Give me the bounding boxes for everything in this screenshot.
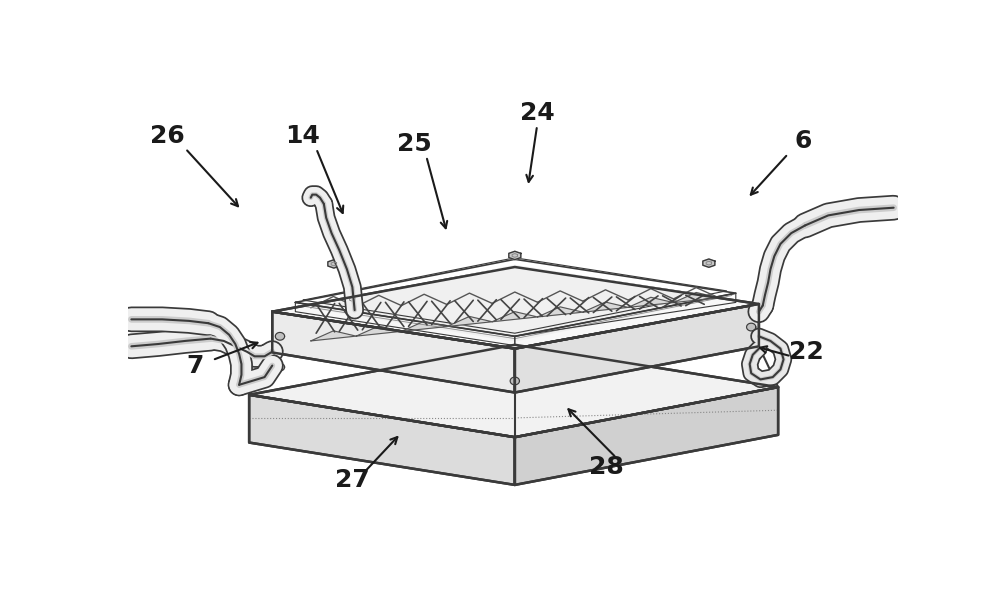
Polygon shape xyxy=(311,266,719,341)
Polygon shape xyxy=(272,267,759,348)
Polygon shape xyxy=(509,251,521,260)
Text: 26: 26 xyxy=(150,124,185,148)
Polygon shape xyxy=(346,295,358,303)
Polygon shape xyxy=(510,377,519,385)
Text: 7: 7 xyxy=(187,354,204,378)
Polygon shape xyxy=(747,323,756,331)
Polygon shape xyxy=(583,302,628,312)
Polygon shape xyxy=(447,316,492,326)
Polygon shape xyxy=(492,312,537,322)
Text: 27: 27 xyxy=(335,468,370,491)
Text: 24: 24 xyxy=(520,101,555,125)
Text: 22: 22 xyxy=(789,340,824,364)
Polygon shape xyxy=(275,333,285,340)
Polygon shape xyxy=(747,350,756,358)
Polygon shape xyxy=(249,395,515,485)
Text: 6: 6 xyxy=(795,129,812,153)
Polygon shape xyxy=(272,312,515,393)
Polygon shape xyxy=(515,304,759,393)
Text: 28: 28 xyxy=(589,455,624,479)
Polygon shape xyxy=(311,331,356,341)
Polygon shape xyxy=(674,292,719,303)
Polygon shape xyxy=(356,326,401,336)
Polygon shape xyxy=(515,387,778,485)
Text: 14: 14 xyxy=(286,124,320,148)
Polygon shape xyxy=(401,321,447,331)
Polygon shape xyxy=(703,259,715,268)
Polygon shape xyxy=(249,345,778,437)
Polygon shape xyxy=(537,307,583,317)
Text: 25: 25 xyxy=(397,132,431,156)
Polygon shape xyxy=(275,363,285,371)
Polygon shape xyxy=(328,260,340,268)
Polygon shape xyxy=(628,297,674,308)
